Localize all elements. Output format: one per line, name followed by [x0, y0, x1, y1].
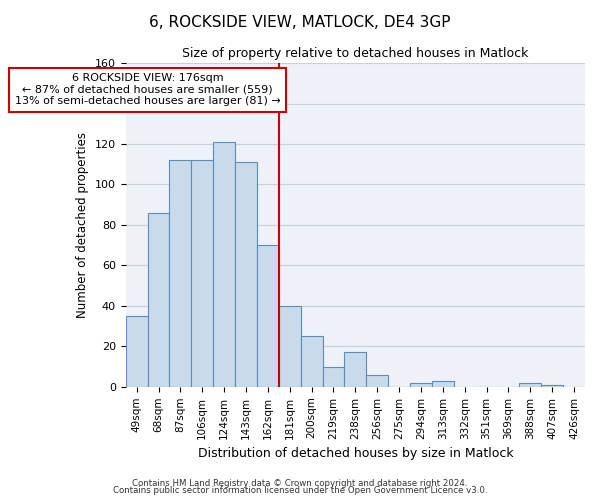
- Text: Contains HM Land Registry data © Crown copyright and database right 2024.: Contains HM Land Registry data © Crown c…: [132, 478, 468, 488]
- Bar: [169, 160, 191, 387]
- X-axis label: Distribution of detached houses by size in Matlock: Distribution of detached houses by size …: [197, 447, 513, 460]
- Bar: [257, 245, 279, 387]
- Y-axis label: Number of detached properties: Number of detached properties: [76, 132, 89, 318]
- Title: Size of property relative to detached houses in Matlock: Size of property relative to detached ho…: [182, 48, 529, 60]
- Text: 6, ROCKSIDE VIEW, MATLOCK, DE4 3GP: 6, ROCKSIDE VIEW, MATLOCK, DE4 3GP: [149, 15, 451, 30]
- Bar: [126, 316, 148, 387]
- Text: Contains public sector information licensed under the Open Government Licence v3: Contains public sector information licen…: [113, 486, 487, 495]
- Bar: [148, 213, 169, 387]
- Bar: [235, 162, 257, 387]
- Bar: [279, 306, 301, 387]
- Bar: [410, 383, 432, 387]
- Bar: [344, 352, 367, 387]
- Bar: [301, 336, 323, 387]
- Text: 6 ROCKSIDE VIEW: 176sqm
← 87% of detached houses are smaller (559)
13% of semi-d: 6 ROCKSIDE VIEW: 176sqm ← 87% of detache…: [15, 73, 280, 106]
- Bar: [541, 385, 563, 387]
- Bar: [191, 160, 213, 387]
- Bar: [323, 366, 344, 387]
- Bar: [520, 383, 541, 387]
- Bar: [432, 380, 454, 387]
- Bar: [367, 374, 388, 387]
- Bar: [213, 142, 235, 387]
